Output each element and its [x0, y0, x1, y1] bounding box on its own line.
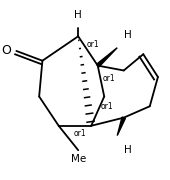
- Polygon shape: [97, 48, 117, 67]
- Text: or1: or1: [73, 129, 86, 138]
- Text: or1: or1: [86, 40, 99, 49]
- Text: H: H: [74, 10, 82, 20]
- Text: or1: or1: [101, 102, 114, 111]
- Polygon shape: [117, 117, 125, 136]
- Text: Me: Me: [71, 154, 86, 164]
- Text: H: H: [124, 30, 132, 40]
- Text: H: H: [124, 145, 132, 155]
- Text: O: O: [2, 44, 12, 57]
- Text: or1: or1: [103, 74, 115, 83]
